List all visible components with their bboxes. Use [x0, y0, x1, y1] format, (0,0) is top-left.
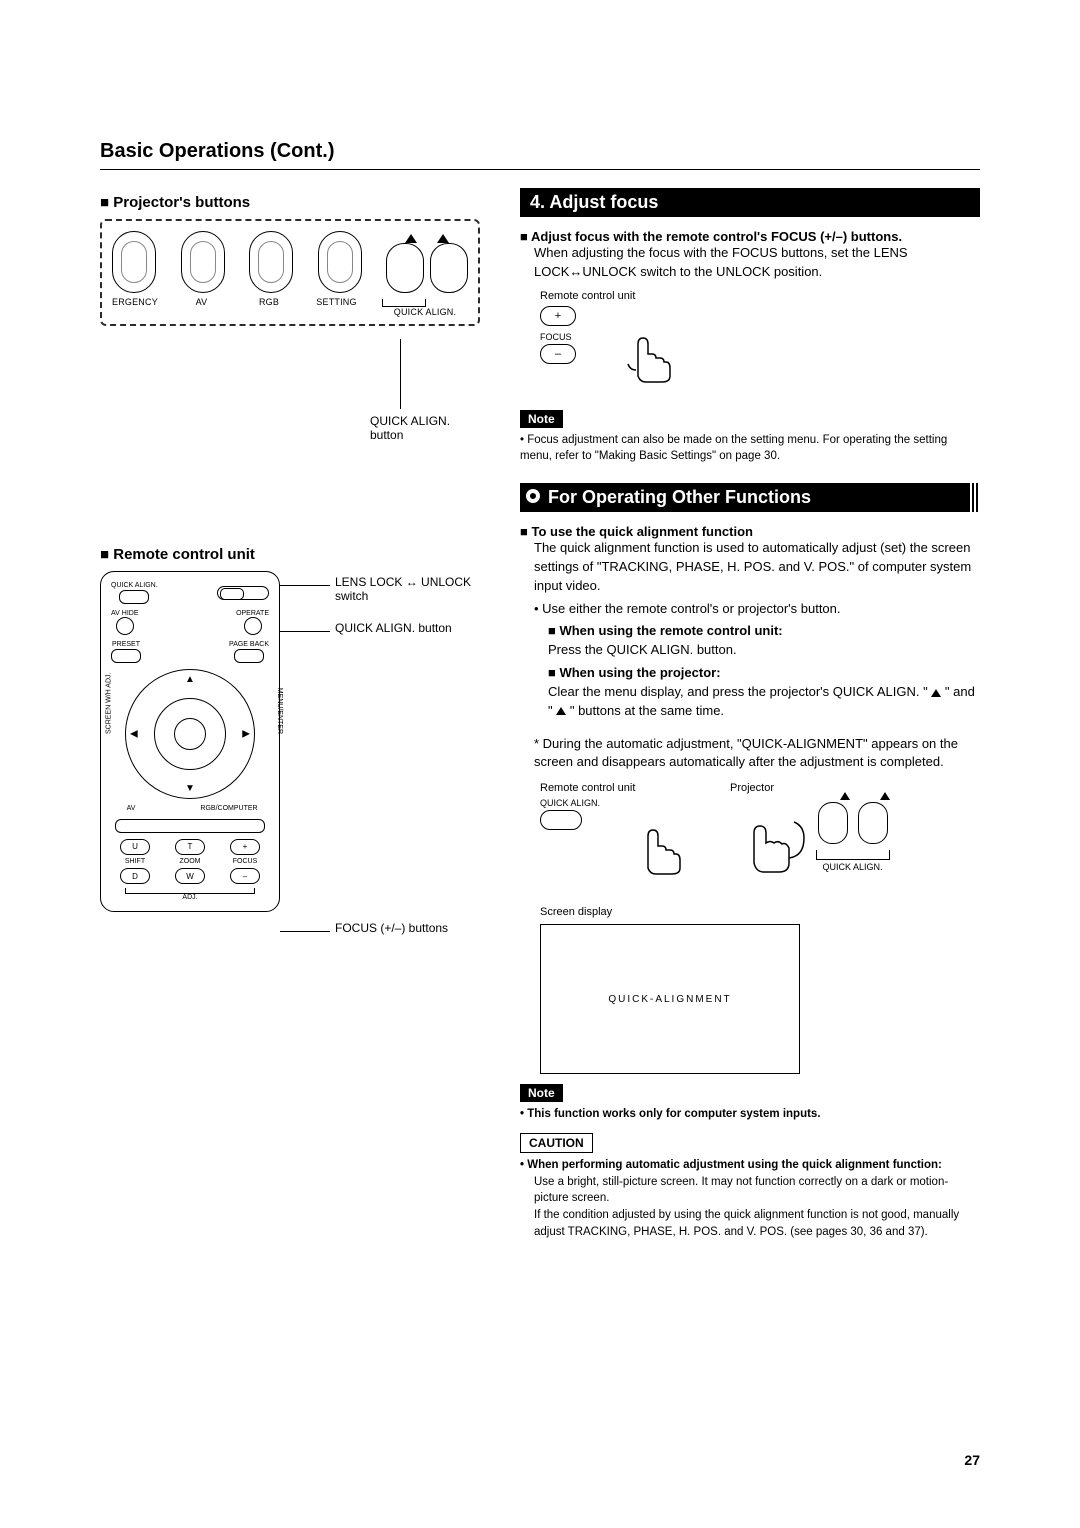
projector-press-illustration: QUICK ALIGN.: [730, 798, 900, 898]
hand-icon: [734, 808, 814, 883]
qa-star-note: * During the automatic adjustment, "QUIC…: [534, 735, 980, 773]
right-column: 4. Adjust focus Adjust focus with the re…: [520, 188, 980, 1240]
projector-button: [181, 231, 225, 293]
rc-label: SHIFT: [125, 858, 145, 866]
rc-lens-lock-switch: [217, 586, 269, 600]
projector-button: [249, 231, 293, 293]
step-4-bar: 4. Adjust focus: [520, 188, 980, 217]
focus-plus-button: +: [540, 306, 576, 326]
rc-label: PRESET: [112, 641, 140, 649]
rc-quick-align-button: [119, 590, 149, 604]
rc-shift-down: D: [120, 868, 150, 884]
note-badge: Note: [520, 410, 563, 428]
bullet-icon: [526, 489, 540, 503]
qa-label: QUICK ALIGN.: [540, 798, 690, 808]
page-title: Basic Operations (Cont.): [100, 140, 980, 170]
step4-body: When adjusting the focus with the FOCUS …: [534, 244, 980, 282]
quick-align-callout: QUICK ALIGN. button: [370, 414, 480, 443]
left-column: Projector's buttons: [100, 188, 480, 1240]
proj-label: SETTING: [315, 297, 359, 318]
projector-button: [318, 231, 362, 293]
section-bar: For Operating Other Functions: [520, 483, 980, 512]
qa-sub1-head: When using the remote control unit:: [548, 623, 783, 638]
rc-label: OPERATE: [236, 610, 269, 618]
focus-minus-button: –: [540, 344, 576, 364]
rc-label: RGB/COMPUTER: [189, 805, 269, 813]
rc-preset-button: [111, 649, 141, 663]
illus-rc-caption: Remote control unit: [540, 782, 690, 794]
rc-focus-minus: –: [230, 868, 260, 884]
projector-buttons-diagram: ERGENCY AV RGB SETTING QUICK ALIGN.: [100, 219, 480, 326]
hand-icon: [618, 326, 678, 391]
rc-label: MENU/ENTER: [276, 688, 283, 734]
rc-label: AV: [111, 805, 151, 813]
triangle-icon: [931, 689, 941, 697]
rc-zoom-w: W: [175, 868, 205, 884]
proj-label: AV: [180, 297, 224, 318]
focus-press-illustration: + FOCUS –: [540, 306, 680, 392]
rc-focus-plus: +: [230, 839, 260, 855]
qa-sub1-body: Press the QUICK ALIGN. button.: [548, 642, 737, 657]
illus-proj-caption: Projector: [730, 782, 900, 794]
page-number: 27: [964, 1452, 980, 1468]
screen-display-box: QUICK-ALIGNMENT: [540, 924, 800, 1074]
rc-label: PAGE BACK: [229, 641, 269, 649]
proj-label: ERGENCY: [112, 297, 156, 318]
rc-operate-button: [244, 617, 262, 635]
rc-shift-up: U: [120, 839, 150, 855]
hand-icon: [628, 818, 688, 883]
rc-zoom-t: T: [175, 839, 205, 855]
rc-page-back-button: [234, 649, 264, 663]
projectors-buttons-heading: Projector's buttons: [100, 194, 480, 211]
callout-line: [400, 339, 401, 409]
qa-body1: The quick alignment function is used to …: [534, 539, 980, 596]
quick-align-group: [386, 233, 468, 293]
note-badge-2: Note: [520, 1084, 563, 1102]
rc-label: AV HIDE: [111, 610, 139, 618]
caution-badge: CAUTION: [520, 1133, 593, 1153]
focus-callout: FOCUS (+/–) buttons: [335, 921, 448, 935]
qa-bullet1: Use either the remote control's or proje…: [534, 600, 980, 619]
quick-align-label: QUICK ALIGN.: [382, 297, 468, 318]
remote-control-heading: Remote control unit: [100, 546, 480, 563]
rc-label: QUICK ALIGN.: [111, 582, 158, 590]
quick-align-button: [386, 243, 424, 293]
remote-control-diagram: QUICK ALIGN. AV HIDE: [100, 571, 280, 912]
note2-text: This function works only for computer sy…: [520, 1106, 980, 1123]
rc-label: SCREEN W/H ADJ.: [106, 673, 113, 734]
screen-caption: Screen display: [540, 906, 980, 918]
screen-text: QUICK-ALIGNMENT: [608, 994, 731, 1005]
rc-label: FOCUS: [233, 858, 258, 866]
rc-jog-dial: ▲ ▼ ◀ ▶: [125, 669, 255, 799]
proj-label: RGB: [247, 297, 291, 318]
lens-lock-callout: LENS LOCK ↔ UNLOCK switch: [335, 575, 480, 604]
rc-label: ADJ.: [111, 894, 269, 901]
quick-align-callout-rc: QUICK ALIGN. button: [335, 621, 452, 635]
projector-button: [112, 231, 156, 293]
quick-align-button: [430, 243, 468, 293]
qa-sub2-head: When using the projector:: [548, 665, 721, 680]
note1-text: Focus adjustment can also be made on the…: [520, 432, 980, 465]
rc-unit-caption: Remote control unit: [540, 290, 680, 302]
qa-sub2-body: Clear the menu display, and press the pr…: [548, 684, 975, 718]
caution-body2: If the condition adjusted by using the q…: [534, 1207, 980, 1240]
qa-label2: QUICK ALIGN.: [805, 862, 900, 872]
step4-heading: Adjust focus with the remote control's F…: [520, 229, 980, 244]
rc-av-hide-button: [116, 617, 134, 635]
caution-head: When performing automatic adjustment usi…: [520, 1157, 980, 1174]
caution-body1: Use a bright, still-picture screen. It m…: [534, 1174, 980, 1207]
triangle-icon: [556, 707, 566, 715]
rc-label: ZOOM: [180, 858, 201, 866]
qa-heading: To use the quick alignment function: [520, 524, 980, 539]
qa-press-illustration: QUICK ALIGN.: [540, 798, 690, 888]
rc-source-slider: [115, 819, 265, 833]
